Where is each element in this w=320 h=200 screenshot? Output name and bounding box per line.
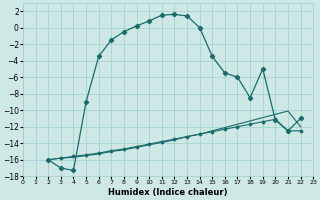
- X-axis label: Humidex (Indice chaleur): Humidex (Indice chaleur): [108, 188, 228, 197]
